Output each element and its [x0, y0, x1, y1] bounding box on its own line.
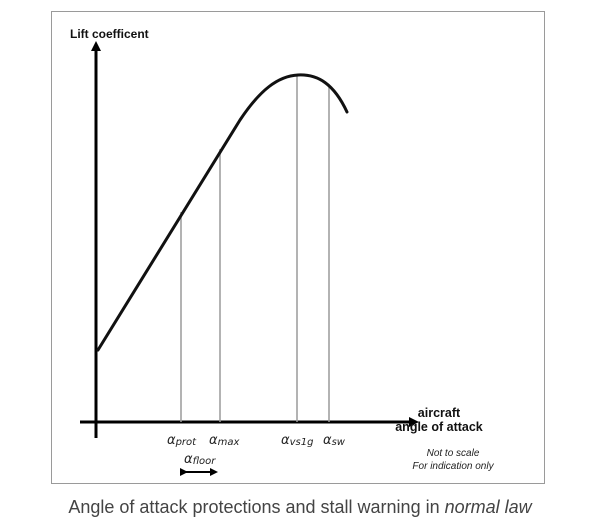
y-axis-label: Lift coefficent	[70, 27, 149, 41]
alpha-sw-label: αsw	[323, 433, 345, 448]
diagram-frame	[51, 11, 545, 484]
x-axis-label-line2: angle of attack	[395, 420, 483, 434]
lift-curve-diagram	[80, 41, 419, 476]
lift-curve	[96, 73, 349, 352]
alpha-floor-label: αfloor	[184, 452, 216, 467]
alpha-vs1g-label: αvs1g	[281, 433, 314, 448]
scale-note: Not to scale For indication only	[392, 447, 514, 473]
x-axis-label-line1: aircraft	[417, 406, 461, 420]
x-axis-label: aircraft angle of attack	[380, 406, 498, 434]
alpha-prot-label: αprot	[167, 433, 197, 448]
scale-note-line1: Not to scale	[426, 448, 480, 459]
scale-note-line2: For indication only	[412, 461, 494, 472]
alpha-max-label: αmax	[209, 433, 240, 448]
figure-caption: Angle of attack protections and stall wa…	[68, 497, 532, 517]
